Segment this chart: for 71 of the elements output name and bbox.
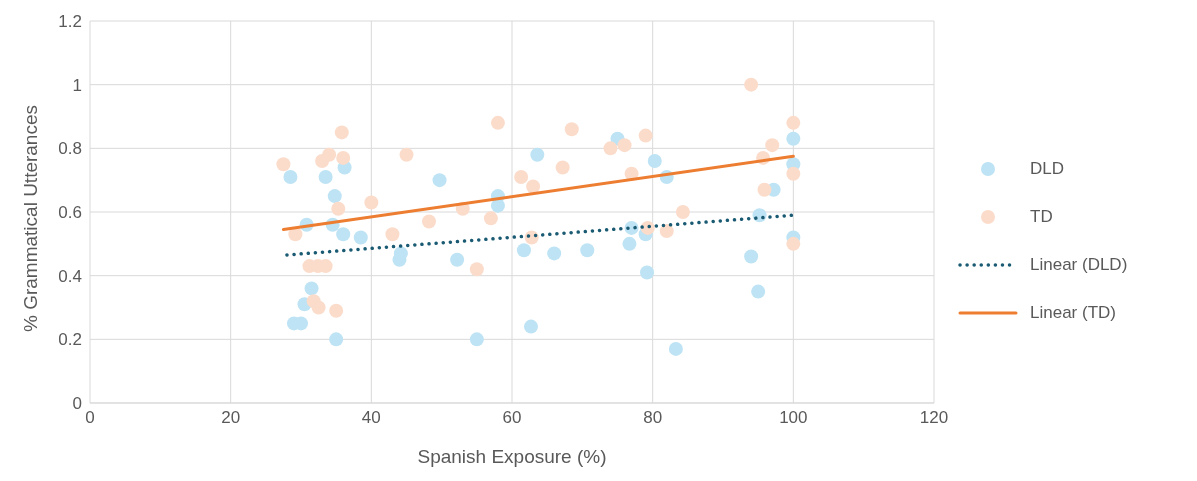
point [523, 319, 538, 334]
x-axis-title: Spanish Exposure (%) [417, 446, 607, 467]
point [329, 303, 344, 318]
point [640, 265, 655, 280]
point [547, 246, 562, 261]
y-tick-label: 0.6 [58, 203, 82, 223]
point [336, 150, 351, 165]
point [283, 169, 298, 184]
point [483, 211, 498, 226]
y-tick-label: 0.4 [58, 266, 82, 286]
y-tick-label: 0.8 [58, 139, 82, 159]
point [304, 281, 319, 296]
point [617, 138, 632, 153]
point [364, 195, 379, 210]
point [526, 179, 541, 194]
point [276, 157, 291, 172]
point [786, 236, 801, 251]
point [765, 138, 780, 153]
point [329, 332, 344, 347]
point [564, 122, 579, 137]
point [336, 227, 351, 242]
x-tick-label: 20 [221, 408, 241, 428]
point [353, 230, 368, 245]
legend-label: TD [1030, 206, 1053, 227]
point [422, 214, 437, 229]
point [327, 189, 342, 204]
point [469, 262, 484, 277]
x-tick-label: 60 [502, 408, 522, 428]
point [659, 224, 674, 239]
point [647, 154, 662, 169]
point [622, 236, 637, 251]
point [675, 205, 690, 219]
point [603, 141, 618, 156]
point [432, 173, 447, 188]
x-tick-label: 80 [643, 408, 663, 428]
point [757, 182, 772, 197]
y-tick-label: 0 [72, 394, 82, 414]
point [638, 128, 653, 143]
point [744, 249, 759, 264]
point [385, 227, 400, 242]
y-tick-label: 0.2 [58, 330, 82, 350]
point [555, 160, 570, 175]
point [322, 147, 337, 162]
point [786, 115, 801, 130]
point [334, 125, 349, 140]
y-tick-label: 1.2 [58, 12, 82, 32]
point [469, 332, 484, 347]
point [490, 115, 505, 130]
point [744, 77, 759, 92]
point [318, 169, 333, 184]
point [751, 284, 766, 299]
point [399, 147, 414, 162]
x-tick-label: 0 [85, 408, 95, 428]
y-axis-title: % Grammatical Utterances [19, 104, 41, 332]
point [450, 252, 465, 267]
point [530, 147, 545, 162]
x-tick-label: 40 [361, 408, 381, 428]
point [514, 169, 529, 184]
legend-label: DLD [1030, 158, 1065, 179]
legend-label: Linear (TD) [1030, 302, 1116, 323]
point [311, 300, 326, 315]
x-tick-label: 120 [919, 408, 949, 428]
point [516, 243, 531, 258]
x-tick-label: 100 [779, 408, 808, 428]
point [331, 201, 346, 216]
point [668, 341, 683, 356]
point [786, 166, 801, 181]
y-tick-label: 1 [72, 75, 82, 95]
point [786, 131, 801, 146]
legend-label: Linear (DLD) [1030, 254, 1128, 275]
point [580, 243, 595, 258]
